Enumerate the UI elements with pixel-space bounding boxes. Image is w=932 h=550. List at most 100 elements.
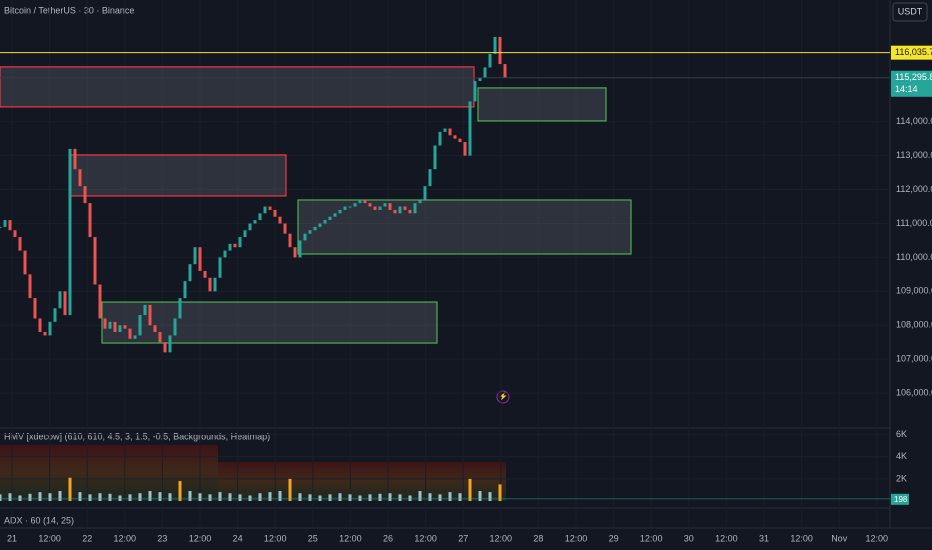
currency-label[interactable]: USDT (898, 6, 923, 16)
candle (13, 230, 17, 238)
zone (477, 87, 607, 122)
candle (323, 220, 327, 224)
candle (248, 223, 252, 231)
volume-bar (208, 494, 212, 501)
candle (188, 264, 192, 282)
candle (268, 206, 272, 210)
volume-bar (328, 494, 332, 501)
time-tick-label: 25 (308, 533, 318, 543)
candle (113, 321, 117, 333)
candle (233, 243, 237, 248)
price-level-label: 116,035.76 (895, 47, 932, 57)
candle (493, 36, 497, 54)
volume-bar (248, 495, 252, 501)
volume-bar (0, 494, 2, 501)
time-tick-label: 26 (383, 533, 393, 543)
candle (283, 223, 287, 234)
candle (108, 321, 112, 329)
candle (298, 240, 302, 258)
candle (383, 203, 387, 207)
volume-bar (238, 494, 242, 501)
currency-button[interactable] (892, 2, 928, 22)
candle (438, 131, 442, 146)
candle (193, 247, 197, 265)
time-tick-label: 12:00 (790, 533, 813, 543)
volume-last-label: 198 (894, 495, 908, 504)
time-tick-label: 28 (533, 533, 543, 543)
candle (23, 250, 27, 275)
volume-indicator-title: HMV [xdecow] (610, 610, 4.5, 3, 1.5, -0.… (4, 431, 270, 441)
time-tick-label: Nov (831, 533, 848, 543)
price-tick-label: 107,000.00 (896, 354, 932, 364)
volume-bar (158, 492, 162, 501)
candle (353, 203, 357, 207)
zone (101, 301, 438, 344)
candle (273, 209, 277, 217)
candle (8, 220, 12, 231)
volume-bar (488, 492, 492, 501)
volume-bar (188, 491, 192, 501)
candle (83, 186, 87, 204)
candle (158, 332, 162, 343)
candle (288, 233, 292, 248)
price-tick-label: 111,000.00 (896, 218, 932, 228)
volume-bar (458, 493, 462, 501)
volume-bar (228, 493, 232, 501)
candle (73, 148, 77, 170)
candle (28, 274, 32, 299)
time-tick-label: 31 (759, 533, 769, 543)
candle (428, 169, 432, 187)
candle (133, 335, 137, 339)
candle (228, 243, 232, 251)
time-tick-label: 22 (82, 533, 92, 543)
volume-bar (348, 494, 352, 501)
candle (488, 53, 492, 68)
volume-bar (358, 495, 362, 501)
candle (458, 138, 462, 143)
candle (38, 318, 42, 333)
event-icon[interactable] (496, 390, 510, 404)
zone (69, 154, 287, 197)
candle (183, 281, 187, 299)
candle (328, 216, 332, 221)
volume-bar (388, 493, 392, 501)
candle (373, 206, 377, 210)
candle (393, 209, 397, 214)
volume-bar (468, 478, 472, 501)
candle (408, 209, 412, 214)
price-tick-label: 110,000.00 (896, 252, 932, 262)
candle (143, 304, 147, 316)
candle (398, 206, 402, 214)
time-tick-label: 24 (233, 533, 243, 543)
volume-bar (318, 495, 322, 501)
time-tick-label: 12:00 (715, 533, 738, 543)
time-tick-label: 12:00 (640, 533, 663, 543)
candle (243, 230, 247, 238)
candle (478, 77, 482, 82)
time-tick-label: 12:00 (339, 533, 362, 543)
volume-bar (98, 493, 102, 501)
volume-bar (218, 492, 222, 501)
candle (253, 220, 257, 224)
candle (388, 203, 392, 210)
volume-bar (128, 494, 132, 501)
volume-bar (8, 493, 12, 501)
candle (293, 247, 297, 258)
candle (128, 328, 132, 339)
bar-countdown: 14:14 (895, 84, 918, 94)
candle (463, 142, 467, 156)
candle (203, 270, 207, 278)
zone (297, 199, 632, 255)
time-tick-label: 12:00 (114, 533, 137, 543)
time-tick-label: 29 (609, 533, 619, 543)
zone (0, 66, 475, 108)
candle (223, 250, 227, 258)
last-price-label: 115,295.88 (895, 72, 932, 82)
candle (473, 81, 477, 102)
candle (448, 128, 452, 136)
candle (3, 220, 7, 227)
event-icon-glyph[interactable]: ⚡ (498, 391, 508, 401)
candle (338, 209, 342, 214)
time-tick-label: 12:00 (264, 533, 287, 543)
candle (453, 135, 457, 139)
